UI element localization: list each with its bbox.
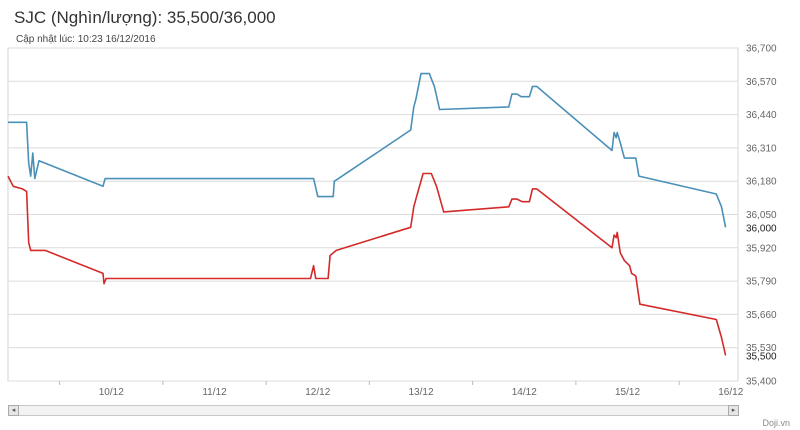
x-tick-label: 14/12 xyxy=(512,387,537,398)
sell-last-value-label: 36,000 xyxy=(746,223,777,234)
x-tick-label: 16/12 xyxy=(718,387,743,398)
brand-label: Doji.vn xyxy=(762,418,790,428)
sell-price-line xyxy=(8,72,727,228)
update-time: Cập nhật lúc: 10:23 16/12/2016 xyxy=(16,34,156,45)
y-tick-label: 35,790 xyxy=(746,277,777,288)
chart-title: SJC (Nghìn/lượng): 35,500/36,000 xyxy=(14,8,276,27)
x-tick-label: 15/12 xyxy=(615,387,640,398)
chart-scrollbar[interactable]: ◂ ▸ xyxy=(8,405,739,416)
y-tick-label: 35,400 xyxy=(746,377,777,388)
y-tick-label: 36,570 xyxy=(746,77,777,88)
y-tick-label: 36,180 xyxy=(746,177,777,188)
x-tick-label: 12/12 xyxy=(305,387,330,398)
x-tick-label: 10/12 xyxy=(99,387,124,398)
x-tick-label: 13/12 xyxy=(408,387,433,398)
buy-last-value-label: 35,500 xyxy=(746,351,777,362)
y-tick-label: 36,440 xyxy=(746,110,777,121)
scroll-left-arrow-icon[interactable]: ◂ xyxy=(8,405,19,416)
y-tick-label: 36,050 xyxy=(746,210,777,221)
y-tick-label: 36,310 xyxy=(746,143,777,154)
y-tick-label: 35,530 xyxy=(746,343,777,354)
y-tick-label: 36,700 xyxy=(746,44,777,55)
scroll-right-arrow-icon[interactable]: ▸ xyxy=(728,405,739,416)
buy-price-line xyxy=(7,172,727,356)
y-tick-label: 35,920 xyxy=(746,243,777,254)
y-tick-label: 35,660 xyxy=(746,310,777,321)
x-tick-label: 11/12 xyxy=(202,387,227,398)
